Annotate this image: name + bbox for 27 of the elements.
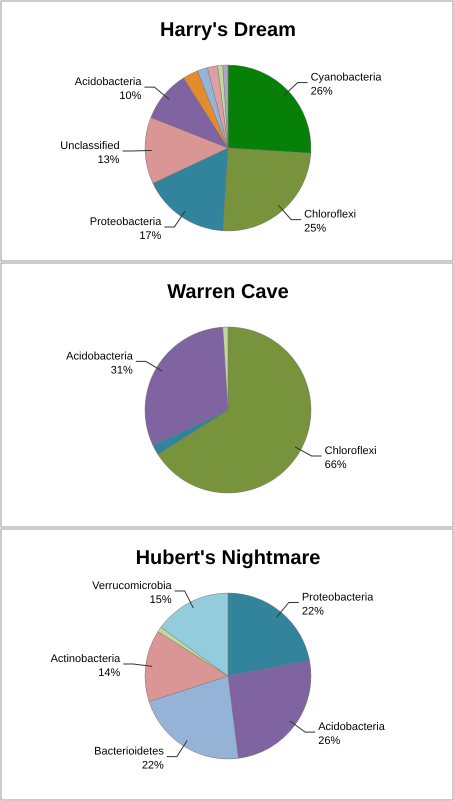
slice-label: Cyanobacteria: [310, 72, 382, 84]
data-label: 17%: [139, 230, 162, 242]
slice-label: Unclassified: [60, 140, 120, 152]
slice-label: Acidobacteria: [318, 721, 386, 734]
data-label: 14%: [98, 667, 121, 680]
chart-title: Harry's Dream: [160, 19, 296, 41]
slice-label: Proteobacteria: [90, 216, 162, 228]
slice-label: Actinobacteria: [50, 653, 122, 666]
data-label: 22%: [142, 760, 164, 772]
slice-label: Acidobacteria: [66, 350, 134, 362]
slice-label: Chloroflexi: [324, 444, 377, 457]
data-label: 26%: [318, 735, 340, 748]
slice-label: Bacterioidetes: [94, 746, 164, 758]
data-label: 66%: [324, 458, 347, 471]
chart-title: Hubert's Nightmare: [136, 547, 320, 569]
data-label: 25%: [304, 222, 326, 235]
slice-label: Verrucomicrobia: [92, 580, 173, 592]
slice-label: Acidobacteria: [74, 76, 142, 88]
chart-title: Warren Cave: [167, 281, 289, 303]
data-label: 15%: [150, 594, 172, 606]
data-label: 31%: [110, 364, 134, 376]
data-label: 22%: [302, 605, 324, 618]
slice-label: Chloroflexi: [304, 208, 356, 221]
data-label: 10%: [119, 90, 142, 102]
data-label: 26%: [310, 86, 333, 98]
data-label: 13%: [98, 154, 120, 166]
slice-label: Proteobacteria: [302, 591, 374, 604]
